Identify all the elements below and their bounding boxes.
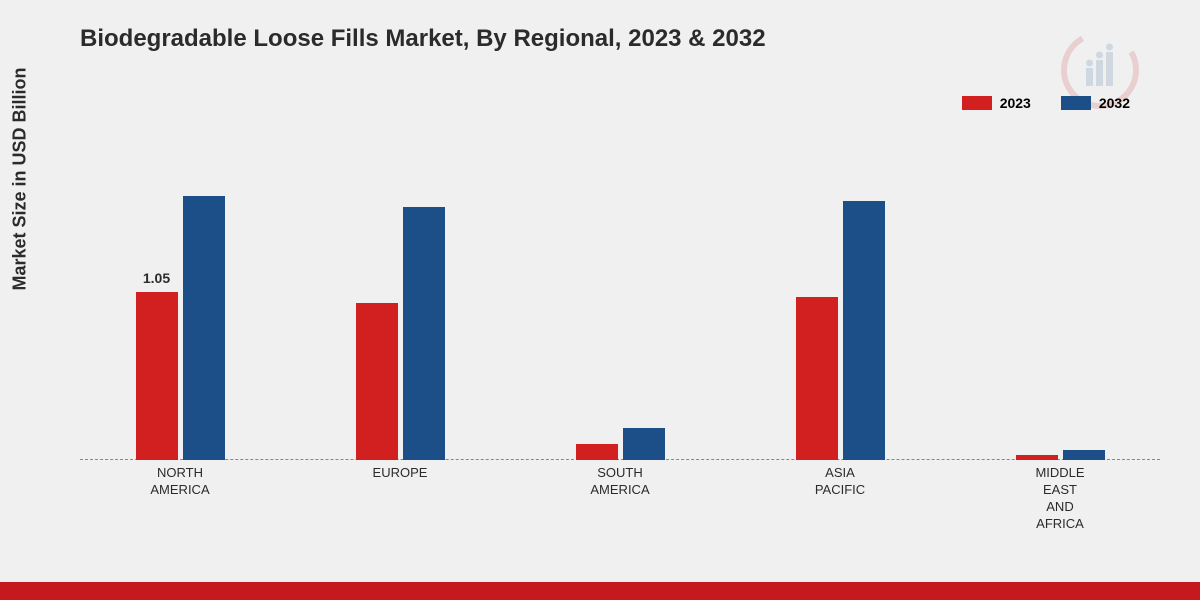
x-axis-label: MIDDLEEASTANDAFRICA [1035, 465, 1084, 533]
bar [843, 201, 885, 460]
legend-swatch-2023 [962, 96, 992, 110]
y-axis-label: Market Size in USD Billion [10, 67, 31, 290]
bar-value-label: 1.05 [143, 270, 170, 286]
legend-swatch-2032 [1061, 96, 1091, 110]
legend: 2023 2032 [962, 95, 1130, 111]
x-axis-label: EUROPE [373, 465, 428, 482]
x-axis-label: ASIAPACIFIC [815, 465, 865, 499]
x-axis-label: NORTHAMERICA [150, 465, 209, 499]
bar [183, 196, 225, 460]
bar-group [796, 201, 885, 460]
bar-group: 1.05 [136, 196, 225, 460]
bar: 1.05 [136, 292, 178, 460]
bar-group [356, 207, 445, 460]
legend-item-2032: 2032 [1061, 95, 1130, 111]
chart-title: Biodegradable Loose Fills Market, By Reg… [80, 25, 766, 53]
bar [1016, 455, 1058, 460]
bar [576, 444, 618, 460]
bar-group [1016, 450, 1105, 460]
bar [623, 428, 665, 460]
plot-area: 1.05 [80, 140, 1160, 460]
bar [796, 297, 838, 460]
bar [403, 207, 445, 460]
bar [1063, 450, 1105, 460]
bar [356, 303, 398, 460]
legend-label-2032: 2032 [1099, 95, 1130, 111]
bar-group [576, 428, 665, 460]
chart-container: Biodegradable Loose Fills Market, By Reg… [0, 0, 1200, 580]
legend-item-2023: 2023 [962, 95, 1031, 111]
legend-label-2023: 2023 [1000, 95, 1031, 111]
bottom-accent-bar [0, 582, 1200, 600]
x-axis-label: SOUTHAMERICA [590, 465, 649, 499]
